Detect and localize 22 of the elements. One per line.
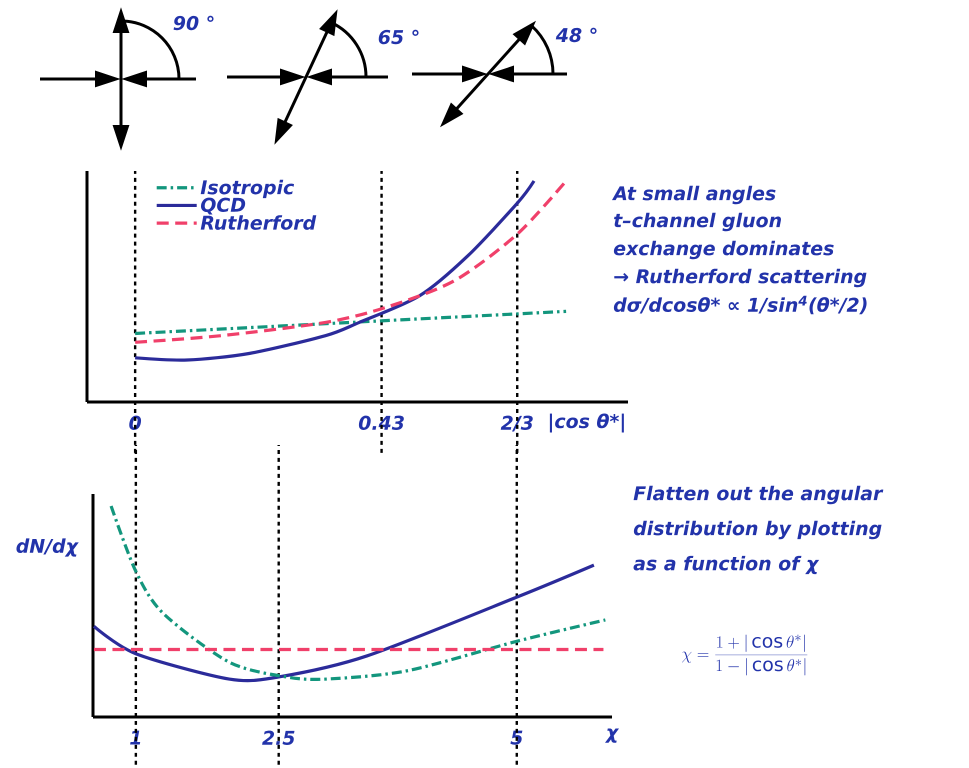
x-tick-label: 0.43 [358, 416, 404, 430]
text: 90 ° [174, 16, 214, 30]
x-axis-title: |cos θ*| [550, 414, 624, 433]
text: distribution by plotting [634, 520, 882, 540]
legend-label: QCD [200, 198, 246, 214]
annotation: dσ/dcosθ* ∝ 1/sin$^{4}$(θ*/2) [614, 296, 867, 314]
legend-label: Isotropic [200, 180, 294, 198]
x-tick-label: 5 [510, 730, 522, 745]
text: as a function of χ [634, 556, 820, 574]
y-axis-title: dN/dχ [16, 538, 79, 557]
legend-label: Rutherford [200, 215, 316, 230]
x-axis-title: χ [605, 728, 620, 743]
x-tick-label: 2.5 [262, 730, 294, 745]
annotation: → Rutherford scattering [614, 268, 866, 288]
annotation: t–channel gluon [614, 212, 781, 232]
text: Flatten out the angular [634, 486, 884, 504]
text: $\chi = \frac{1+|\cos\theta^*|}{1-|\cos\theta^*|}$ [682, 634, 808, 676]
text: 65 ° [378, 30, 419, 44]
annotation: At small angles [612, 186, 776, 204]
x-tick-label: 2/3 [500, 416, 533, 432]
text: 48 ° [556, 28, 597, 42]
annotation: exchange dominates [614, 240, 834, 260]
